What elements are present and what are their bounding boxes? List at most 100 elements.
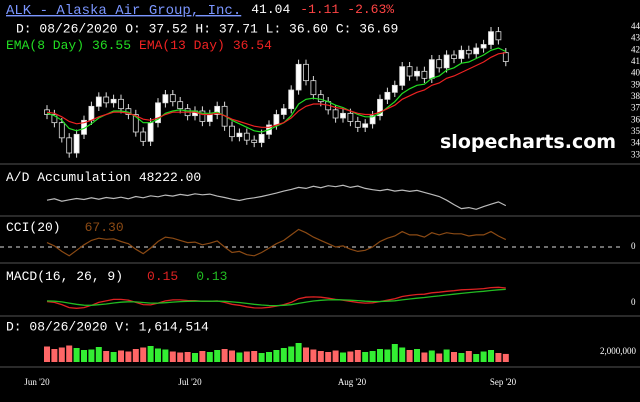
panel-title: CCI(20) 67.30 [6, 220, 124, 235]
candle-body [206, 114, 213, 122]
candle-body [406, 66, 413, 77]
volume-bar [206, 352, 213, 362]
candle-body [162, 94, 169, 104]
candle-body [354, 121, 361, 128]
candle-body [95, 96, 102, 107]
ohlc-info: D: 08/26/2020 O: 37.52 H: 37.71 L: 36.60… [16, 21, 398, 36]
volume-bar [332, 350, 339, 362]
candle-body [436, 59, 443, 69]
candle-body [303, 63, 309, 82]
legend-value: 36.54 [233, 38, 272, 53]
candle-body [295, 63, 302, 91]
candle-body [236, 132, 243, 138]
volume-bar [480, 351, 487, 362]
legend-entry: EMA(8 Day) [6, 38, 84, 53]
candle-body [362, 123, 369, 128]
candle-body [414, 70, 420, 77]
volume-bar [473, 354, 480, 362]
candle-body [502, 52, 509, 62]
candle-body [243, 132, 250, 141]
candle-body [317, 94, 324, 103]
volume-bar [81, 350, 87, 362]
candle-body [88, 105, 95, 121]
price-change: -1.11 [300, 2, 339, 17]
volume-bar [391, 344, 398, 362]
volume-bar [273, 350, 280, 362]
volume-bar [73, 348, 80, 362]
candle-body [369, 115, 376, 125]
candle-body [458, 49, 465, 59]
candle-body [132, 114, 139, 133]
y-tick-label: 42 [631, 44, 640, 54]
volume-bar [162, 349, 169, 362]
volume-bar [199, 351, 206, 362]
y-tick-label: 43 [631, 33, 640, 43]
volume-bar [132, 349, 139, 362]
candle-body [258, 133, 265, 143]
legend-entry: EMA(13 Day) [139, 38, 225, 53]
volume-bar [266, 352, 272, 362]
volume-bar [280, 348, 287, 362]
volume-bar [51, 349, 58, 362]
y-tick-label: 34 [631, 138, 640, 148]
volume-bar [436, 353, 443, 362]
candle-body [377, 98, 383, 117]
volume-bar [155, 348, 161, 362]
volume-bar [214, 350, 221, 362]
x-tick-label: Sep '20 [490, 377, 517, 387]
x-tick-label: Aug '20 [338, 377, 367, 387]
volume-bar [118, 350, 124, 362]
candle-body [488, 31, 494, 45]
volume-bar [303, 347, 309, 362]
candle-body [73, 133, 80, 154]
volume-bar [251, 351, 258, 362]
indicator-line [46, 184, 507, 210]
volume-bar [95, 347, 102, 362]
volume-bar [103, 351, 110, 362]
candle-body [465, 49, 472, 55]
candle-body [391, 84, 398, 93]
candle-body [103, 96, 110, 104]
candle-body [495, 31, 502, 41]
volume-bar [443, 349, 450, 362]
candle-body [332, 109, 339, 119]
y-tick-label: 41 [631, 56, 640, 66]
candle-body [280, 108, 287, 115]
volume-bar [125, 351, 132, 362]
last-price: 41.04 [251, 2, 290, 17]
volume-bar [362, 352, 369, 362]
volume-bar [192, 353, 198, 362]
y-tick-label: 0 [631, 297, 636, 307]
volume-bar [236, 352, 243, 362]
volume-bar [140, 347, 147, 362]
candle-body [229, 125, 235, 138]
volume-bar [147, 346, 154, 362]
candle-body [169, 94, 176, 103]
volume-bar [502, 353, 509, 362]
indicator-line [46, 288, 506, 307]
candle-body [66, 137, 73, 154]
y-tick-label: 0 [631, 241, 636, 251]
volume-bar [414, 349, 420, 362]
candle-body [340, 112, 346, 119]
candle-body [399, 66, 406, 86]
y-tick-label: 37 [631, 103, 640, 113]
candle-body [199, 110, 206, 122]
candle-body [214, 105, 221, 115]
volume-bar [406, 350, 413, 362]
volume-bar [184, 352, 191, 362]
volume-bar [229, 350, 235, 362]
candle-body [118, 98, 124, 110]
ema-legend: EMA(8 Day) 36.55 EMA(13 Day) 36.54 [6, 38, 272, 53]
volume-bar [347, 351, 354, 362]
y-tick-label: 40 [631, 68, 640, 78]
volume-bar [169, 351, 176, 362]
candle-body [473, 47, 480, 55]
candle-body [421, 70, 428, 79]
candle-body [384, 91, 391, 100]
volume-bar [340, 352, 346, 362]
symbol-link[interactable]: ALK - Alaska Air Group, Inc. [6, 3, 241, 19]
candle-body [273, 114, 280, 126]
panel-title: D: 08/26/2020 V: 1,614,514 [6, 319, 209, 334]
